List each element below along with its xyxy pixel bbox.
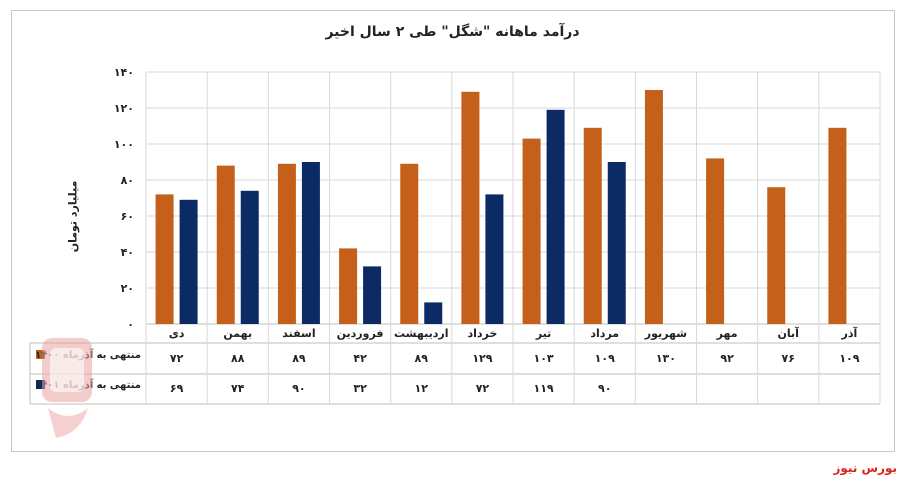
- bar-series1: [706, 158, 725, 324]
- x-tick-label: شهریور: [644, 327, 687, 340]
- table-value: ۱۲۹: [472, 352, 492, 365]
- chart-title: درآمد ماهانه "شگل" طی ۲ سال اخیر: [325, 24, 580, 40]
- bar-series1: [400, 163, 419, 324]
- x-tick-label: بهمن: [223, 327, 252, 340]
- table-value: ۷۲: [476, 382, 490, 395]
- table-value: ۳۲: [353, 382, 367, 395]
- x-tick-label: مرداد: [590, 327, 619, 340]
- table-value: ۷۴: [231, 382, 245, 395]
- bar-series1: [461, 91, 480, 324]
- legend-swatch: [36, 350, 45, 359]
- table-value: ۱۰۹: [595, 352, 615, 365]
- table-value: ۱۰۳: [534, 352, 554, 365]
- table-value: ۱۳۰: [656, 352, 676, 365]
- bar-series1: [277, 163, 296, 324]
- x-tick-label: مهر: [716, 327, 738, 340]
- table-value: ۹۰: [598, 382, 611, 395]
- bar-series1: [767, 187, 786, 324]
- bar-series2: [424, 302, 443, 324]
- table-value: ۱۰۹: [839, 352, 859, 365]
- x-tick-label: تیر: [535, 327, 551, 340]
- bar-series2: [485, 194, 504, 324]
- table-value: ۶۹: [170, 382, 184, 395]
- legend-swatch: [36, 380, 45, 389]
- x-tick-label: دی: [169, 327, 185, 340]
- bar-series2: [607, 162, 626, 324]
- y-tick-label: ۸۰: [121, 174, 134, 187]
- bar-series2: [301, 162, 320, 324]
- bar-series2: [240, 190, 259, 324]
- y-tick-label: ۰: [127, 318, 134, 331]
- bar-series1: [216, 165, 235, 324]
- table-value: ۱۲: [415, 382, 429, 395]
- table-value: ۷۲: [170, 352, 184, 365]
- x-tick-label: آذر: [841, 326, 858, 340]
- bar-series1: [583, 127, 602, 324]
- table-value: ۸۹: [292, 352, 306, 365]
- y-tick-label: ۶۰: [121, 210, 134, 223]
- table-value: ۹۲: [720, 352, 734, 365]
- y-tick-label: ۱۲۰: [114, 102, 134, 115]
- watermark-logo: [42, 338, 92, 438]
- y-tick-label: ۲۰: [121, 282, 134, 295]
- bar-series1: [155, 194, 174, 324]
- table-value: ۹۰: [292, 382, 305, 395]
- table-value: ۴۲: [353, 352, 367, 365]
- x-tick-label: آبان: [778, 326, 800, 340]
- bar-series1: [644, 90, 663, 324]
- bar-series1: [522, 138, 541, 324]
- bar-series2: [363, 266, 382, 324]
- table-value: ۸۹: [415, 352, 429, 365]
- x-tick-label: فروردین: [337, 327, 384, 340]
- table-value: ۸۸: [231, 352, 245, 365]
- table-value: ۷۶: [782, 352, 795, 365]
- x-tick-label: خرداد: [467, 327, 497, 340]
- table-value: ۱۱۹: [534, 382, 554, 395]
- x-tick-label: اسفند: [282, 327, 315, 340]
- bar-series2: [546, 109, 565, 324]
- y-tick-label: ۴۰: [121, 246, 134, 259]
- y-tick-label: ۱۰۰: [114, 138, 134, 151]
- bar-series1: [339, 248, 358, 324]
- bar-series1: [828, 127, 847, 324]
- bar-series2: [179, 199, 198, 324]
- brand-label: بورس نیوز: [833, 461, 897, 475]
- x-tick-label: اردیبهشت: [394, 327, 448, 340]
- y-tick-label: ۱۴۰: [114, 66, 134, 79]
